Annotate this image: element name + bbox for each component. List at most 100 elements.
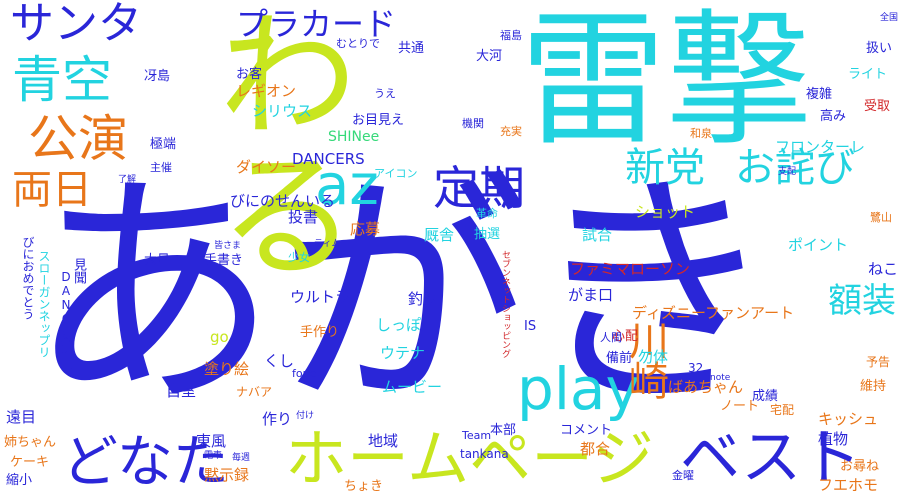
- word-chusen: 抽選: [474, 227, 501, 242]
- word-mutoride: むとりで: [336, 37, 380, 50]
- word-koen: 公演: [28, 110, 128, 168]
- word-okyaku: お客: [236, 67, 263, 82]
- word-team: Team: [462, 429, 492, 442]
- word-tezukuri: 手作り: [300, 325, 340, 340]
- word-cake: ケーキ: [10, 455, 50, 470]
- word-32: 32: [688, 361, 704, 375]
- word-waru: わる: [194, 2, 357, 282]
- word-yokoku: 予告: [866, 355, 891, 369]
- word-ultra: ウルトラ: [290, 288, 351, 306]
- word-note: note: [710, 373, 731, 383]
- word-placard: プラカード: [236, 5, 397, 43]
- word-shinto: 新党: [625, 145, 705, 191]
- word-teiki: 定期: [433, 161, 525, 215]
- word-tsuke: 付け: [296, 411, 315, 421]
- word-izumi: 和泉: [690, 127, 712, 140]
- word-tankana: tankana: [460, 447, 509, 461]
- word-choki: ちょき: [344, 479, 384, 494]
- word-omemie: お目見え: [352, 113, 405, 128]
- word-shojo: 少女: [288, 251, 310, 264]
- word-donata: どなた: [62, 430, 229, 495]
- word-mottai: 勿体: [638, 348, 669, 366]
- word-shinpai: 心配: [612, 329, 639, 344]
- word-baachan: ばあちゃん: [668, 378, 744, 396]
- word-atsukai: 扱い: [866, 41, 893, 56]
- word-tsukuri: 作り: [262, 410, 293, 428]
- word-kenbun: 見聞: [71, 258, 86, 284]
- word-mokushiroku: 黙示録: [204, 466, 250, 484]
- word-fuehomo: フエホモ: [818, 476, 879, 494]
- word-famima: ファミマローソン: [570, 260, 691, 278]
- word-dancers: DANCERS: [292, 150, 365, 168]
- word-omoide: 思い出: [57, 330, 72, 369]
- word-disney: ディズニーファンアート: [632, 304, 795, 322]
- word-maishu: 毎週: [232, 453, 251, 463]
- word-gakuso: 額装: [828, 281, 896, 321]
- word-shokubutsu: 植物: [818, 430, 849, 448]
- word-tosho: 投書: [288, 208, 319, 226]
- word-kakumei: 革命: [476, 207, 498, 220]
- word-movie: ムービー: [382, 378, 443, 396]
- word-taiga: 大河: [476, 49, 503, 64]
- word-kinyo: 金曜: [672, 469, 694, 482]
- word-shot: ショット: [635, 203, 696, 221]
- word-kikan: 機関: [462, 117, 484, 130]
- word-is: IS: [524, 319, 537, 334]
- word-takuhai: 宅配: [770, 403, 795, 417]
- word-kyusha: 厩舎: [424, 226, 455, 244]
- word-otazune: お尋ね: [840, 459, 880, 474]
- word-best: ベスト: [680, 423, 862, 493]
- word-slogan: スローガンネップリ: [37, 250, 51, 358]
- word-saejima: 冴島: [144, 69, 171, 84]
- word-kochi: 東風: [196, 432, 227, 450]
- word-play: play: [517, 355, 640, 423]
- word-obo: 応募: [350, 220, 381, 238]
- word-daiso: ダイソー: [236, 158, 297, 176]
- word-light: ライト: [848, 67, 888, 82]
- word-note-ja: ノート: [720, 399, 760, 414]
- word-tim: ティム: [314, 239, 341, 249]
- word-shiai: 試合: [582, 226, 613, 244]
- word-frontale: フロンターレ: [775, 138, 866, 156]
- word-iji: 維持: [860, 379, 887, 394]
- word-sagiyama: 鷺山: [870, 211, 892, 224]
- word-nabaa: ナバア: [236, 385, 273, 399]
- word-shihai: 支配: [778, 167, 797, 177]
- word-gamaguchi: がま口: [568, 286, 614, 304]
- word-tsugo: 都合: [580, 440, 611, 458]
- word-kyotsu: 共通: [398, 41, 425, 56]
- word-homepage: ホームページ: [285, 422, 654, 495]
- word-neechan: 姉ちゃん: [4, 435, 57, 450]
- word-agaki: あがき: [28, 149, 778, 440]
- word-fukushima: 福島: [500, 29, 522, 42]
- word-kyokutan: 極端: [150, 137, 177, 152]
- word-santa: サンタ: [10, 0, 142, 49]
- word-biniomedeto: びにおめでとう: [21, 236, 35, 320]
- word-point: ポイント: [788, 236, 849, 254]
- word-raigeki: 雷撃: [520, 0, 812, 166]
- word-icon: アイコン: [374, 167, 418, 180]
- word-chiiki: 地域: [368, 432, 399, 450]
- word-tegaki: 手書き: [204, 253, 244, 268]
- word-takami: 高み: [820, 109, 847, 124]
- word-fukuzatsu: 複雑: [806, 87, 833, 102]
- word-tairyo: 大量: [144, 253, 171, 268]
- word-shusai: 主催: [150, 161, 172, 174]
- word-sirius: シリウス: [252, 102, 313, 120]
- word-owabi: お詫び: [735, 145, 855, 191]
- word-comment: コメント: [560, 423, 613, 438]
- word-fouet: fouet: [292, 367, 321, 380]
- word-honbu: 本部: [490, 423, 517, 438]
- word-shinee: SHINee: [328, 129, 380, 145]
- word-dance: DANCE: [59, 270, 73, 340]
- word-ryokai: 了解: [118, 175, 137, 185]
- word-az: az: [315, 153, 379, 218]
- word-quiche: キッシュ: [818, 410, 879, 428]
- word-zenkoku: 全国: [880, 13, 899, 23]
- word-tsuri: 釣り: [408, 290, 439, 308]
- word-ningen: 人間: [600, 331, 622, 344]
- word-minasama: 皆さま: [214, 241, 242, 251]
- word-jujitsu: 充実: [500, 125, 522, 138]
- word-nurie: 塗り絵: [204, 360, 250, 378]
- word-aozora: 青空: [12, 51, 112, 109]
